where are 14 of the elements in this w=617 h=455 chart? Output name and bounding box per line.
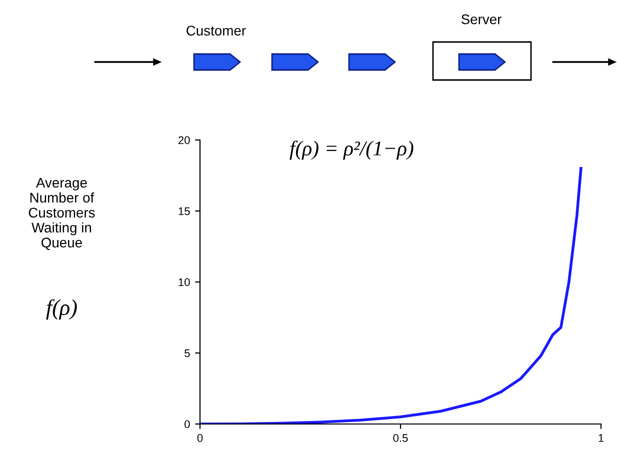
x-tick-label: 1 xyxy=(598,434,604,442)
y-tick-label: 15 xyxy=(178,207,190,216)
text: Customer xyxy=(186,26,246,36)
x-tick-label: 0 xyxy=(197,434,203,442)
x-tick-label: 0.5 xyxy=(393,434,408,442)
text: Server xyxy=(461,14,502,24)
text: Average Number of Customers Waiting in Queue xyxy=(28,178,95,250)
y-tick-label: 10 xyxy=(178,278,190,286)
annotation: f(ρ) = ρ²/(1−ρ) xyxy=(290,140,414,160)
y-tick-label: 5 xyxy=(184,349,190,358)
text: f(ρ) xyxy=(46,299,77,320)
y-tick-label: 20 xyxy=(178,136,190,144)
line-series xyxy=(200,167,582,424)
y-tick-label: 0 xyxy=(184,420,190,428)
